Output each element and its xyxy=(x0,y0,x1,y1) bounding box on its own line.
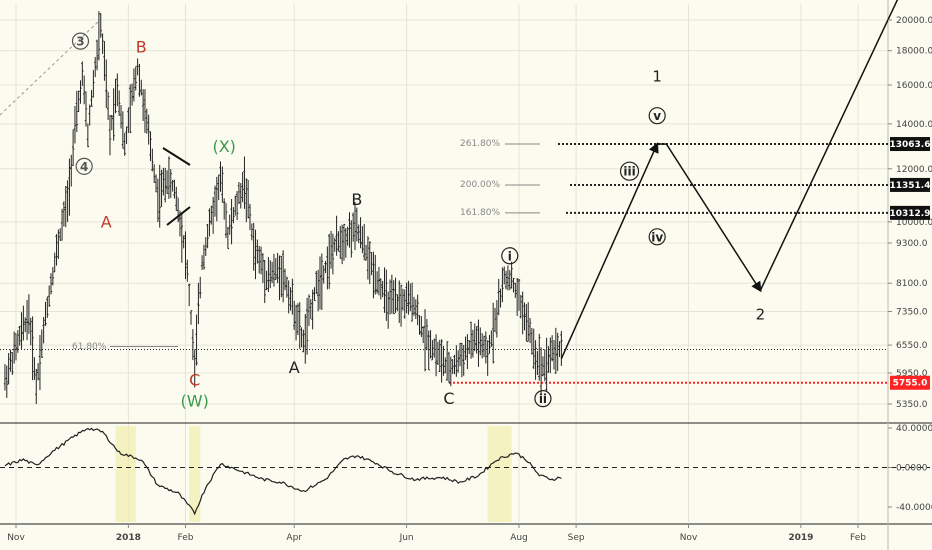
price-tick-label: 18000.0 xyxy=(896,47,932,57)
wave-label: iii xyxy=(623,165,635,179)
oscillator-line xyxy=(4,427,562,516)
price-tag-fib-261 xyxy=(890,137,930,152)
fib-label-161: 161.80% xyxy=(460,208,500,218)
fib-label-left: 61.80% xyxy=(72,342,107,352)
oscillator-axis[interactable]: 40.0000 0.0000 -40.0000 xyxy=(888,424,932,513)
time-tick-label: Aug xyxy=(510,533,528,543)
highlight-band xyxy=(115,426,136,522)
price-tick-label: 8100.0 xyxy=(896,279,928,289)
projection-arrow[interactable] xyxy=(759,0,904,291)
price-tick-label: 20000.0 xyxy=(896,16,932,26)
osc-tick-label: 40.0000 xyxy=(896,424,932,434)
time-tick-label: Feb xyxy=(850,533,866,543)
wave-label: A xyxy=(101,213,112,232)
osc-tick-label: -40.0000 xyxy=(896,503,932,513)
oscillator-series xyxy=(4,427,562,516)
trendlines[interactable] xyxy=(0,19,191,226)
wave-label: v xyxy=(653,109,661,123)
wave-label-circle xyxy=(619,161,640,181)
wave-label-circle xyxy=(501,247,519,265)
price-tick-label: 5350.0 xyxy=(896,400,928,410)
time-tick-label: Jun xyxy=(399,533,414,543)
wave-label: (X) xyxy=(212,137,235,156)
fib-labels: 261.80% 200.00% 161.80% 61.80% xyxy=(72,139,500,352)
time-tick-label: 2018 xyxy=(116,533,141,543)
price-tag-label: 10312.9 xyxy=(890,209,931,219)
time-tick-label: Sep xyxy=(568,533,585,543)
wave-label-circle xyxy=(648,228,666,246)
price-series xyxy=(3,11,563,405)
wave-label: ii xyxy=(539,392,547,406)
wedge-upper-line[interactable] xyxy=(162,147,191,166)
price-tick-label: 10000.0 xyxy=(896,218,932,228)
wave-label-circle xyxy=(71,32,90,50)
highlight-band xyxy=(487,426,512,522)
price-tick-label: 16000.0 xyxy=(896,81,932,91)
fib-label-261: 261.80% xyxy=(460,139,500,149)
price-tags: 13063.6 11351.4 10312.9 5755.0 xyxy=(890,137,931,390)
wave-label: iv xyxy=(651,230,663,244)
price-tick-label: 9300.0 xyxy=(896,239,928,249)
wave-label-circle xyxy=(534,390,552,408)
highlight-band xyxy=(189,426,201,522)
wave-label: C xyxy=(189,371,200,390)
wave-label: A xyxy=(289,358,300,377)
wave-label: C xyxy=(443,389,454,408)
price-tick-label: 14000.0 xyxy=(896,120,932,130)
time-axis[interactable]: Nov 2018 Feb Apr Jun Aug Sep Nov 2019 Feb xyxy=(7,524,866,543)
wave-label: B xyxy=(351,190,362,209)
time-tick-label: Nov xyxy=(680,533,698,543)
wave-label-circle xyxy=(648,107,666,125)
price-tick-label: 6550.0 xyxy=(896,341,928,351)
wave-label: 1 xyxy=(652,67,662,85)
price-axis[interactable]: 20000.0 18000.0 16000.0 14000.0 12000.0 10000… xyxy=(888,16,932,410)
time-tick-label: Nov xyxy=(7,533,25,543)
volume-highlights xyxy=(115,426,512,522)
wave-label: i xyxy=(508,249,512,263)
price-tag-label: 5755.0 xyxy=(893,379,928,389)
wave-label: B xyxy=(136,37,147,56)
price-tag-fib-200 xyxy=(890,177,930,192)
wave-label: (W) xyxy=(181,392,209,411)
wedge-lower-line[interactable] xyxy=(166,206,191,226)
horizontal-levels[interactable] xyxy=(0,143,888,384)
fib-label-200: 200.00% xyxy=(460,180,500,190)
projection-arrow[interactable] xyxy=(665,143,762,293)
price-tag-label: 13063.6 xyxy=(890,140,931,150)
wave-label: 2 xyxy=(756,306,766,324)
price-tag-support xyxy=(890,375,930,390)
price-tick-label: 12000.0 xyxy=(896,165,932,175)
price-tag-fib-161 xyxy=(890,205,930,220)
projection-path[interactable] xyxy=(560,0,904,360)
time-tick-label: Apr xyxy=(286,533,302,543)
price-tick-label: 7350.0 xyxy=(896,308,928,318)
dashed-trendline[interactable] xyxy=(0,19,101,116)
projection-arrow[interactable] xyxy=(560,142,659,360)
price-tag-label: 11351.4 xyxy=(890,181,931,191)
wave-label: 4 xyxy=(80,160,88,174)
osc-tick-label: 0.0000 xyxy=(896,464,928,474)
wave-label-circle xyxy=(75,157,93,175)
wave-label: 3 xyxy=(76,35,84,49)
time-tick-label: 2019 xyxy=(788,533,813,543)
time-tick-label: Feb xyxy=(178,533,194,543)
price-tick-label: 5950.0 xyxy=(896,369,928,379)
